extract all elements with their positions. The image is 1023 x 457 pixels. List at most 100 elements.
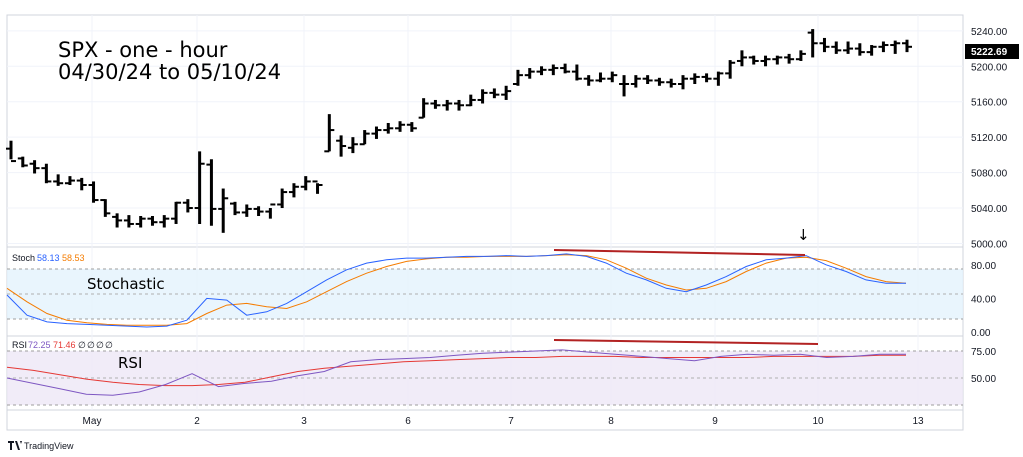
price-tick-label: 5080.00: [971, 169, 1008, 180]
price-bar: [6, 140, 16, 163]
stochastic-tick-label: 0.00: [971, 328, 991, 339]
last-price-badge: [965, 44, 1019, 59]
price-bar: [501, 85, 512, 100]
price-bar: [784, 53, 795, 64]
price-bar: [795, 50, 806, 61]
rsi-extra-2: ∅: [87, 340, 95, 350]
price-bar: [489, 88, 500, 99]
price-bar: [772, 55, 783, 65]
price-bar: [819, 37, 830, 53]
rsi-tick-label: 75.00: [971, 347, 996, 358]
indicator-axis: 80.00 40.00 0.00 75.00 50.00: [971, 261, 996, 385]
price-bar: [748, 55, 759, 65]
price-bar: [642, 75, 653, 85]
price-bar: [571, 64, 582, 81]
price-bar: [902, 39, 912, 53]
rsi-ma-line: [6, 354, 906, 387]
price-bar: [654, 77, 665, 86]
price-tick-label: 5200.00: [971, 62, 1008, 73]
stochastic-band: [7, 269, 963, 319]
price-bar: [560, 63, 571, 74]
price-bar: [171, 201, 182, 224]
tradingview-brand: TradingView: [24, 441, 74, 451]
tradingview-logo-icon: [8, 441, 22, 450]
rsi-extra-4: ∅: [105, 340, 113, 350]
rsi-divergence-line: [553, 339, 819, 345]
price-bar: [159, 215, 170, 228]
stochastic-k-line: [6, 253, 906, 328]
time-tick-label: 10: [812, 416, 824, 427]
price-bar: [336, 135, 347, 157]
time-tick-label: 9: [712, 416, 718, 427]
rsi-extra-3: ∅: [96, 340, 104, 350]
price-bar: [442, 99, 453, 111]
stochastic-annotation: Stochastic: [87, 275, 165, 293]
price-bar: [512, 69, 523, 86]
last-price-label: 5222.69: [971, 47, 1008, 58]
price-bar: [76, 177, 87, 191]
price-bar: [807, 29, 818, 58]
stochastic-k-value: 58.13: [37, 253, 60, 263]
price-bar: [135, 215, 146, 228]
time-tick-label: 6: [405, 416, 411, 427]
price-bar: [465, 94, 476, 107]
price-bar: [607, 71, 618, 83]
price-bar: [890, 40, 901, 54]
rsi-annotation: RSI: [118, 354, 142, 372]
price-bar: [666, 78, 677, 88]
price-tick-label: 5160.00: [971, 98, 1008, 109]
arrow-annotation: ↓: [797, 226, 810, 244]
price-bar: [312, 180, 323, 194]
price-bar: [300, 176, 311, 191]
price-bar: [418, 98, 429, 119]
price-bar: [630, 75, 641, 88]
price-bar: [182, 199, 193, 213]
time-tick-label: 13: [912, 416, 924, 427]
stochastic-label: Stoch: [12, 253, 35, 263]
price-bar: [324, 114, 335, 153]
rsi-tick-label: 50.00: [971, 374, 996, 385]
price-bar: [866, 45, 877, 56]
stochastic-divergence-line: [553, 249, 806, 256]
price-bar: [265, 203, 276, 219]
price-bar: [831, 41, 842, 54]
price-bar: [253, 206, 264, 216]
rsi-label: RSI: [12, 340, 27, 350]
price-bar: [218, 188, 229, 233]
time-tick-label: 8: [608, 416, 614, 427]
price-bar: [406, 122, 417, 132]
price-bar: [230, 201, 240, 216]
price-bar: [371, 126, 382, 139]
price-bar: [100, 199, 111, 217]
price-bar: [288, 183, 299, 198]
price-bar: [736, 50, 747, 67]
price-bar: [854, 43, 865, 56]
rsi-panel: [6, 339, 963, 406]
price-bar: [689, 73, 700, 85]
rsi-line: [6, 349, 906, 396]
chart-title-line2: 04/30/24 to 05/10/24: [58, 60, 281, 84]
time-tick-label: May: [83, 416, 102, 427]
price-bar: [395, 121, 406, 132]
price-bar: [123, 215, 134, 228]
price-tick-label: 5040.00: [971, 204, 1008, 215]
price-bar: [277, 188, 288, 209]
price-bar: [430, 99, 441, 109]
price-bar: [147, 215, 158, 226]
price-bar: [678, 75, 688, 90]
price-bar: [701, 73, 712, 83]
price-tick-label: 5240.00: [971, 27, 1008, 38]
price-tick-label: 5120.00: [971, 133, 1008, 144]
price-bar: [725, 60, 736, 79]
price-bar: [383, 122, 394, 134]
price-bar: [29, 160, 40, 174]
stochastic-panel: [6, 249, 963, 328]
price-bar: [241, 204, 252, 217]
price-bar: [760, 55, 771, 67]
price-bar: [112, 213, 123, 228]
price-bar: [41, 163, 52, 184]
time-axis: May 2 3 6 7 8 9 10 13: [83, 416, 924, 427]
price-bar: [17, 156, 28, 168]
price-bar: [843, 41, 854, 54]
